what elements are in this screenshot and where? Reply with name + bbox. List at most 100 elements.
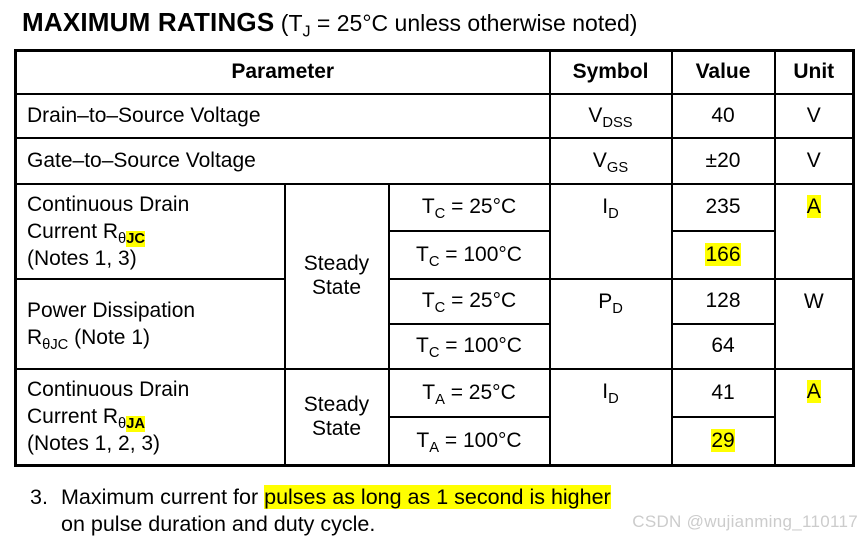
idjc-theta: θ bbox=[118, 230, 127, 247]
cell-idja-symbol: ID bbox=[548, 367, 673, 467]
cell-idja-value-100: 29 bbox=[670, 415, 776, 467]
idja-theta: θ bbox=[118, 416, 127, 433]
footnote-3: 3. Maximum current for pulses as long as… bbox=[30, 484, 865, 538]
cell-idja-cond-100: TA = 100°C bbox=[387, 415, 551, 467]
pd-cond1-pre: T bbox=[421, 289, 435, 312]
table-row-pd-25: Power Dissipation RθJC (Note 1) TC = 25°… bbox=[14, 277, 855, 370]
idjc-cond1-pre: T bbox=[421, 195, 435, 218]
header-symbol: Symbol bbox=[548, 49, 673, 95]
cell-vdss-unit: V bbox=[773, 92, 855, 139]
idja-symbol-base: I bbox=[602, 379, 609, 403]
idjc-param-line2-pre: Current R bbox=[27, 219, 119, 243]
cell-pd-unit: W bbox=[773, 277, 855, 370]
pd-cond2-post: = 100°C bbox=[439, 334, 522, 357]
steady-line1: Steady bbox=[303, 252, 370, 275]
pd-symbol-sub: D bbox=[612, 300, 623, 317]
table-row-idja-100: TA = 100°C 29 bbox=[16, 415, 854, 467]
idja-highlighted-sub: JA bbox=[126, 416, 145, 433]
title-paren-pre: (T bbox=[280, 10, 303, 36]
cell-steady-state-1: Steady State bbox=[283, 182, 390, 370]
pd-param-line1: Power Dissipation bbox=[27, 298, 196, 322]
cell-pd-param: Power Dissipation RθJC (Note 1) bbox=[14, 277, 286, 370]
cell-pd-value-25: 128 bbox=[670, 277, 776, 325]
cell-vdss-param: Drain–to–Source Voltage bbox=[14, 92, 551, 139]
idja-cond1-pre: T bbox=[422, 380, 436, 404]
idjc-cond2-post: = 100°C bbox=[439, 242, 522, 266]
vdss-symbol-base: V bbox=[588, 103, 603, 127]
idja-symbol-sub: D bbox=[608, 390, 619, 407]
header-parameter: Parameter bbox=[14, 49, 551, 95]
cell-pd-cond-25: TC = 25°C bbox=[387, 277, 551, 325]
idja-value-100-highlight: 29 bbox=[711, 428, 735, 452]
cell-idjc-param: Continuous Drain Current RθJC (Notes 1, … bbox=[14, 182, 286, 280]
cell-idja-value-25: 41 bbox=[670, 367, 776, 418]
header-value: Value bbox=[670, 49, 776, 95]
page-title: MAXIMUM RATINGS (TJ = 25°C unless otherw… bbox=[0, 0, 865, 40]
header-row: Parameter Symbol Value Unit bbox=[14, 49, 855, 95]
cell-steady-state-2: Steady State bbox=[283, 367, 390, 467]
idjc-param-subscript: θJC bbox=[118, 230, 145, 247]
cell-pd-cond-100: TC = 100°C bbox=[387, 322, 551, 370]
title-paren-post: = 25°C unless otherwise noted) bbox=[310, 10, 638, 36]
steady-line2: State bbox=[311, 276, 362, 299]
table-row-idjc-25: Continuous Drain Current RθJC (Notes 1, … bbox=[14, 182, 855, 370]
cell-pd-value-100: 64 bbox=[670, 322, 776, 370]
cell-vdss-symbol: VDSS bbox=[548, 92, 673, 139]
cell-idja-param: Continuous Drain Current RθJA (Notes 1, … bbox=[14, 367, 286, 467]
title-main-text: MAXIMUM RATINGS bbox=[22, 7, 275, 37]
idjc-value-100-highlight: 166 bbox=[705, 242, 741, 266]
pd-param-line2-pre: R bbox=[27, 325, 43, 349]
cell-idjc-value-25: 235 bbox=[670, 182, 776, 232]
table-row-idja-25: Continuous Drain Current RθJA (Notes 1, … bbox=[14, 367, 855, 467]
idja-cond1-post: = 25°C bbox=[444, 380, 516, 404]
cell-idjc-value-100: 166 bbox=[670, 229, 776, 280]
footnote-highlight: pulses as long as 1 second is higher bbox=[264, 485, 611, 509]
steady2-line2: State bbox=[311, 416, 362, 440]
vdss-symbol-sub: DSS bbox=[602, 114, 633, 131]
idjc-cond2-sub: C bbox=[428, 253, 440, 270]
pd-cond1-sub: C bbox=[434, 300, 446, 317]
vgs-symbol-base: V bbox=[592, 148, 607, 172]
cell-idja-unit: A bbox=[773, 367, 855, 467]
cell-idjc-cond-25: TC = 25°C bbox=[387, 182, 551, 232]
idja-unit-highlight: A bbox=[806, 379, 821, 403]
pd-cond2-sub: C bbox=[428, 345, 440, 362]
idjc-unit-highlight: A bbox=[806, 194, 821, 218]
idja-cond1-sub: A bbox=[435, 391, 445, 408]
idja-param-line2-pre: Current R bbox=[27, 405, 119, 429]
vgs-symbol-sub: GS bbox=[606, 159, 629, 176]
idja-param-subscript: θJA bbox=[118, 416, 145, 433]
idja-param-line2: Current RθJA bbox=[27, 403, 283, 433]
idjc-cond1-sub: C bbox=[434, 206, 446, 223]
title-condition: (TJ = 25°C unless otherwise noted) bbox=[280, 10, 638, 40]
idja-cond2-sub: A bbox=[429, 439, 440, 456]
pd-param-line2-post: (Note 1) bbox=[68, 325, 150, 349]
footnote-line1: Maximum current for pulses as long as 1 … bbox=[61, 484, 611, 511]
table-row-pd-100: TC = 100°C 64 bbox=[16, 322, 854, 370]
idja-cond2-pre: T bbox=[416, 428, 430, 452]
pd-cond2-pre: T bbox=[416, 334, 429, 357]
footnote-number: 3. bbox=[30, 485, 48, 509]
footnote-line1-pre: Maximum current for bbox=[61, 485, 265, 509]
csdn-watermark: CSDN @wujianming_110117 bbox=[632, 512, 858, 531]
idjc-symbol-base: I bbox=[602, 194, 609, 218]
steady2-line1: Steady bbox=[303, 392, 370, 416]
table-row-vgs: Gate–to–Source Voltage VGS ±20 V bbox=[14, 136, 855, 185]
cell-vgs-param: Gate–to–Source Voltage bbox=[14, 136, 551, 185]
idjc-cond2-pre: T bbox=[416, 242, 429, 266]
idja-cond2-post: = 100°C bbox=[439, 428, 522, 452]
pd-cond1-post: = 25°C bbox=[445, 289, 517, 312]
idjc-param-line1: Continuous Drain bbox=[27, 192, 190, 216]
table-row-idjc-100: TC = 100°C 166 bbox=[16, 229, 854, 280]
pd-param-line2: RθJC (Note 1) bbox=[27, 324, 283, 353]
cell-vgs-unit: V bbox=[773, 136, 855, 185]
idja-param-line1: Continuous Drain bbox=[27, 378, 190, 402]
idja-param-line3: (Notes 1, 2, 3) bbox=[27, 432, 161, 456]
pd-param-sub: θJC bbox=[42, 336, 69, 353]
idjc-param-line3: (Notes 1, 3) bbox=[27, 246, 137, 270]
cell-idja-cond-25: TA = 25°C bbox=[387, 367, 551, 418]
title-paren-sub: J bbox=[302, 22, 311, 41]
idjc-cond1-post: = 25°C bbox=[445, 195, 517, 218]
cell-vgs-value: ±20 bbox=[670, 136, 776, 185]
maximum-ratings-table: Parameter Symbol Value Unit Drain–to–Sou… bbox=[14, 49, 855, 467]
